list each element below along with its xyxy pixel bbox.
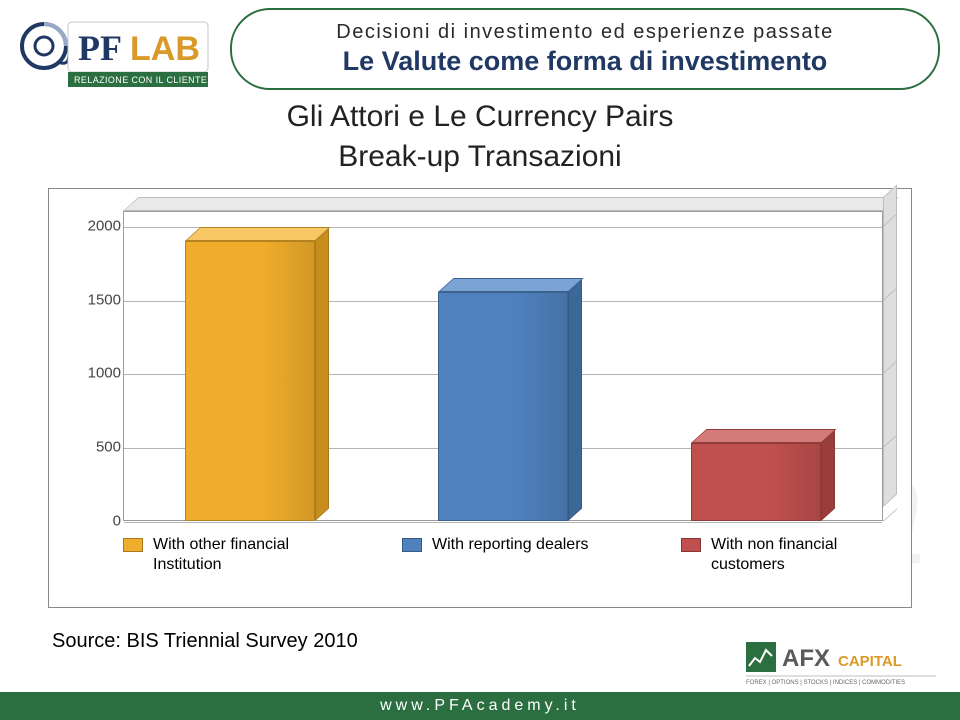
chart-ytick-label: 500 <box>79 439 121 456</box>
chart-bar-top <box>185 227 331 241</box>
chart-container: 0 500 1000 1500 2000 With other financial In… <box>48 188 912 608</box>
chart-bar-top <box>691 429 837 443</box>
chart-3d-top-wall <box>123 197 899 211</box>
svg-text:AFX: AFX <box>782 645 830 672</box>
svg-text:FOREX | OPTIONS | STOCKS | IND: FOREX | OPTIONS | STOCKS | INDICES | COM… <box>746 680 905 686</box>
legend-label: With reporting dealers <box>432 535 589 555</box>
legend-item: With other financial Institution <box>123 535 323 575</box>
chart-source: Source: BIS Triennial Survey 2010 <box>52 630 358 653</box>
footer-bar: www.PFAcademy.it <box>0 692 960 720</box>
chart-ytick-label: 2000 <box>79 217 121 234</box>
footer-url: www.PFAcademy.it <box>380 697 580 715</box>
chart-ytick-label: 0 <box>79 513 121 530</box>
chart-bar-side <box>568 280 582 521</box>
chart-ytick-label: 1500 <box>79 291 121 308</box>
legend-swatch <box>123 538 143 552</box>
chart-gridline <box>124 522 882 523</box>
chart-legend: With other financial Institution With rep… <box>123 535 881 595</box>
legend-label: With non financial customers <box>711 535 881 575</box>
chart-bar-top <box>438 278 584 292</box>
title-box: Decisioni di investimento ed esperienze … <box>230 8 940 90</box>
chart-ytick-label: 1000 <box>79 365 121 382</box>
chart-plot-area <box>123 211 883 521</box>
slide-title: Le Valute come forma di investimento <box>256 46 914 77</box>
chart-bar-front <box>691 443 821 521</box>
legend-label: With other financial Institution <box>153 535 323 575</box>
legend-swatch <box>402 538 422 552</box>
legend-swatch <box>681 538 701 552</box>
slide-subtitle-2: Break-up Transazioni <box>0 140 960 174</box>
chart-bar-side <box>821 430 835 521</box>
svg-text:CAPITAL: CAPITAL <box>838 653 902 670</box>
logo-tagline: RELAZIONE CON IL CLIENTE <box>74 75 207 85</box>
chart-3d-side-wall <box>883 184 897 507</box>
chart-gridline <box>883 508 897 522</box>
logo-lab-text: LAB <box>130 30 200 68</box>
chart-bar-front <box>185 241 315 521</box>
chart-bar <box>438 292 568 521</box>
header: PF LAB RELAZIONE CON IL CLIENTE Decision… <box>0 0 960 125</box>
slide-topic: Decisioni di investimento ed esperienze … <box>256 21 914 44</box>
chart-bar-front <box>438 292 568 521</box>
chart-bar <box>691 443 821 521</box>
pflab-logo: PF LAB RELAZIONE CON IL CLIENTE <box>18 10 216 95</box>
logo-pf-text: PF <box>78 28 122 68</box>
legend-item: With reporting dealers <box>402 535 602 555</box>
chart-bar <box>185 241 315 521</box>
legend-item: With non financial customers <box>681 535 881 575</box>
afx-capital-logo: AFX CAPITAL FOREX | OPTIONS | STOCKS | I… <box>746 640 936 686</box>
chart-bar-side <box>315 228 329 521</box>
